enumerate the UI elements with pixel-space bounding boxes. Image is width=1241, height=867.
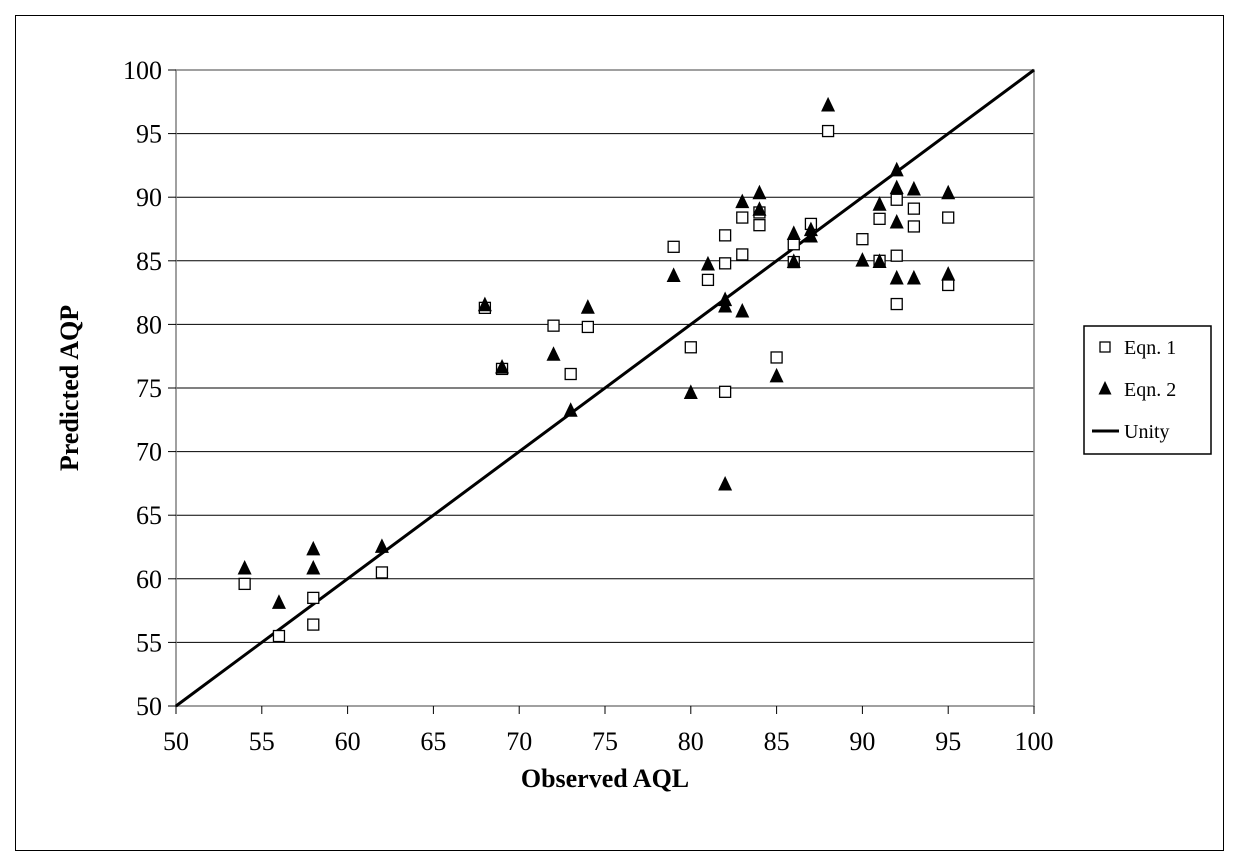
eqn2-point xyxy=(700,255,715,271)
eqn2-point xyxy=(872,253,887,268)
y-axis-title: Predicted AQP xyxy=(55,305,84,471)
x-tick-label: 70 xyxy=(506,727,532,756)
chart-frame xyxy=(15,15,1224,851)
y-tick-label: 75 xyxy=(136,374,162,403)
eqn2-point xyxy=(718,297,733,313)
eqn1-point xyxy=(564,367,577,381)
x-tick-label: 80 xyxy=(678,727,704,756)
eqn1-point xyxy=(942,278,955,292)
eqn2-point xyxy=(872,196,887,211)
legend-eqn2-marker xyxy=(1098,380,1112,395)
eqn1-point xyxy=(307,591,320,605)
eqn2-point xyxy=(477,296,492,312)
eqn2-point xyxy=(735,303,750,318)
x-tick-label: 85 xyxy=(764,727,790,756)
eqn2-series xyxy=(237,96,956,609)
y-tick-label: 55 xyxy=(136,628,162,657)
eqn2-point xyxy=(735,193,750,209)
legend-label: Eqn. 2 xyxy=(1124,379,1176,401)
eqn1-point xyxy=(821,124,835,138)
eqn1-point xyxy=(718,257,732,270)
eqn2-point xyxy=(941,184,956,200)
eqn1-point xyxy=(736,248,749,261)
eqn2-point xyxy=(563,402,578,417)
eqn2-point xyxy=(786,253,801,268)
eqn2-point xyxy=(580,299,595,314)
y-tick-label: 80 xyxy=(136,310,162,339)
eqn2-point xyxy=(803,227,818,243)
legend-label: Unity xyxy=(1124,421,1170,443)
eqn2-point xyxy=(666,267,681,282)
y-tick-label: 50 xyxy=(136,692,162,721)
axis-ticks: 50 55 60 65 70 75 80 85 90 95 100 50 55 60 65 70 75 80 85 9… xyxy=(123,56,1054,756)
eqn2-point xyxy=(683,384,698,399)
eqn1-point xyxy=(856,233,869,246)
eqn2-point xyxy=(718,475,733,491)
legend-label: Eqn. 1 xyxy=(1124,337,1176,359)
eqn1-point xyxy=(718,229,732,242)
eqn1-point xyxy=(375,566,389,579)
eqn2-point xyxy=(306,540,321,556)
y-tick-label: 85 xyxy=(136,247,162,276)
eqn2-point xyxy=(271,594,286,609)
y-tick-label: 65 xyxy=(136,501,162,530)
eqn2-point xyxy=(906,180,921,196)
x-tick-label: 65 xyxy=(420,727,446,756)
eqn1-point xyxy=(907,202,921,215)
eqn2-point xyxy=(546,346,561,361)
eqn1-point xyxy=(890,297,903,311)
eqn2-point xyxy=(889,213,904,229)
eqn1-point xyxy=(667,240,680,253)
eqn2-point xyxy=(306,559,321,575)
eqn1-point xyxy=(890,249,903,262)
eqn1-point xyxy=(873,212,886,225)
eqn1-point xyxy=(272,629,286,643)
eqn1-point xyxy=(907,220,921,233)
eqn2-point xyxy=(889,269,904,285)
eqn1-point xyxy=(736,211,749,224)
eqn1-point xyxy=(701,273,715,287)
x-tick-label: 75 xyxy=(592,727,618,756)
eqn1-point xyxy=(718,385,732,398)
eqn2-point xyxy=(889,179,904,195)
eqn1-point xyxy=(238,577,251,591)
eqn1-point xyxy=(770,351,783,364)
eqn1-point xyxy=(684,341,697,354)
x-axis-title: Observed AQL xyxy=(521,764,689,793)
eqn2-point xyxy=(752,201,767,216)
eqn2-point xyxy=(941,266,956,281)
eqn1-point xyxy=(942,211,955,224)
y-tick-label: 95 xyxy=(136,120,162,149)
x-tick-label: 60 xyxy=(335,727,361,756)
eqn2-point xyxy=(374,538,389,553)
y-tick-label: 60 xyxy=(136,565,162,594)
y-tick-label: 100 xyxy=(123,56,162,85)
eqn1-point xyxy=(890,193,903,206)
y-tick-label: 70 xyxy=(136,438,162,467)
legend: Eqn. 1 Eqn. 2 Unity xyxy=(1083,325,1212,455)
eqn2-point xyxy=(889,161,904,177)
eqn2-point xyxy=(752,184,767,200)
eqn1-point xyxy=(581,320,594,334)
x-tick-label: 90 xyxy=(849,727,875,756)
eqn1-point xyxy=(307,618,320,631)
legend-eqn1-marker xyxy=(1099,341,1111,353)
eqn2-point xyxy=(855,252,870,267)
x-tick-label: 95 xyxy=(935,727,961,756)
eqn2-point xyxy=(906,269,921,285)
eqn2-point xyxy=(237,559,252,575)
x-tick-label: 50 xyxy=(163,727,189,756)
eqn1-series xyxy=(238,124,955,643)
eqn1-point xyxy=(753,219,766,232)
y-tick-label: 90 xyxy=(136,183,162,212)
eqn2-point xyxy=(495,358,510,374)
eqn2-point xyxy=(821,96,836,112)
eqn2-point xyxy=(769,367,784,383)
eqn1-point xyxy=(787,238,800,251)
eqn1-point xyxy=(547,319,560,332)
eqn2-point xyxy=(786,225,801,240)
x-tick-label: 100 xyxy=(1015,727,1054,756)
x-tick-label: 55 xyxy=(249,727,275,756)
